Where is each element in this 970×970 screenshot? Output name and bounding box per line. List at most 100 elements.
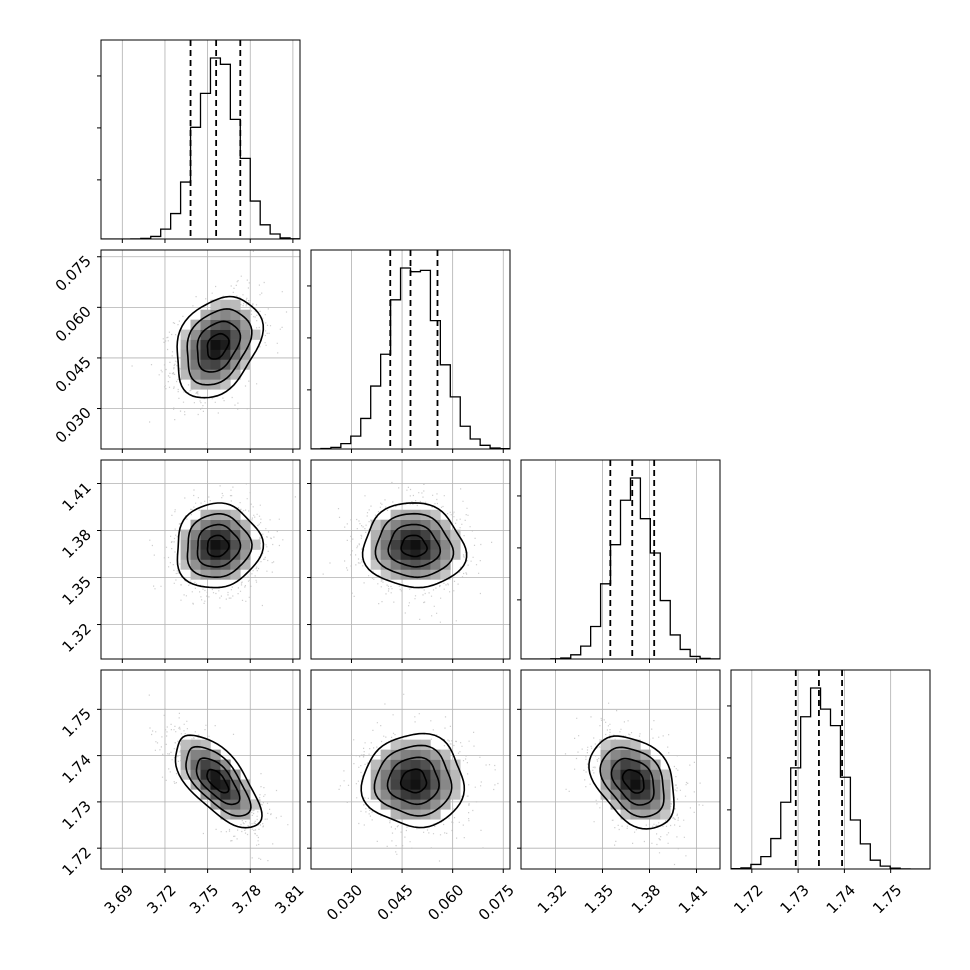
density-cell [190,759,201,770]
density-cell [230,789,241,800]
density-cell [430,799,441,810]
density-cell [390,569,401,580]
density-cell [200,739,211,750]
density-cell [180,539,191,550]
density-cell [610,799,621,810]
x-tick-label: 1.74 [823,881,859,917]
density-cell [390,779,401,790]
x-tick-label: 1.75 [869,881,905,917]
density-cell [420,739,431,750]
density-cell [430,779,441,790]
density-cell [210,759,221,770]
density-cell [640,769,651,780]
density-cell [440,559,451,570]
density-cell [180,369,191,380]
contour-line [399,768,428,794]
density-cell [210,559,221,570]
panel-frame [100,669,301,870]
x-tick-label: 1.72 [730,881,766,917]
contour-line [361,502,468,589]
density-cell [440,779,451,790]
density-cell [200,349,211,360]
density-cell [430,569,441,580]
density-cell [240,309,251,320]
y-tick-label: 1.35 [58,573,94,609]
density-cell [200,329,211,340]
density-cell [230,519,241,530]
density-cell [230,549,241,560]
contour-line [196,320,242,373]
density-cell [400,739,411,750]
density-cell [200,759,211,770]
density-cell [230,509,241,520]
density-cell [390,809,401,820]
density-cell [200,319,211,330]
density-cell [410,739,421,750]
x-tick-label: 3.72 [143,881,179,917]
density-cell [380,769,391,780]
density-cell [370,519,381,530]
contour-line [373,744,453,817]
density-cell [600,739,611,750]
histogram-series [731,687,930,869]
density-cell [200,359,211,370]
x-tick-label: 0.075 [475,881,518,924]
density-cell [220,769,231,780]
density-cell [250,539,261,550]
density-cell [230,359,241,370]
density-cell [220,329,231,340]
density-cell [190,549,201,560]
density-cell [440,749,451,760]
density-cell [390,519,401,530]
density-cell [600,769,611,780]
density-cell [410,789,421,800]
density-cell [400,569,411,580]
density-cell [410,769,421,780]
y-tick-label: 1.75 [58,704,94,740]
density-cell [430,539,441,550]
y-tick-label: 1.74 [58,751,94,787]
density-cell [600,789,611,800]
density-cell [220,299,231,310]
density-cell [180,559,191,570]
panel-frame [730,669,931,870]
density-cell [240,529,251,540]
density-cell [240,319,251,330]
density-cell [400,529,411,540]
density-cell [400,759,411,770]
density-cell [630,739,641,750]
contour-line [400,534,428,558]
density-cell [450,769,461,780]
density-cell [230,329,241,340]
y-tick-label: 0.060 [52,302,95,345]
density-cell [660,799,671,810]
density-cell [180,549,191,560]
panel-background [311,250,510,449]
density-panel-1-0 [97,249,301,453]
density-cell [200,529,211,540]
density-cell [420,799,431,810]
density-cell [390,739,401,750]
density-cell [220,789,231,800]
panel-frame [310,249,511,450]
density-cell [220,309,231,320]
density-cell [190,769,201,780]
density-cell [620,809,631,820]
density-cell [420,549,431,560]
density-cell [370,559,381,570]
density-cell [610,789,621,800]
density-cell [440,549,451,560]
contour-line [186,308,253,386]
density-cell [390,769,401,780]
contour-line [386,756,440,806]
density-cell [200,309,211,320]
density-cell [210,359,221,370]
density-cell [380,789,391,800]
density-cell [250,329,261,340]
contour-line [206,534,230,558]
density-cell [190,559,201,570]
density-cell [180,339,191,350]
density-cell [650,769,661,780]
density-cell [230,559,241,570]
density-cell [420,789,431,800]
